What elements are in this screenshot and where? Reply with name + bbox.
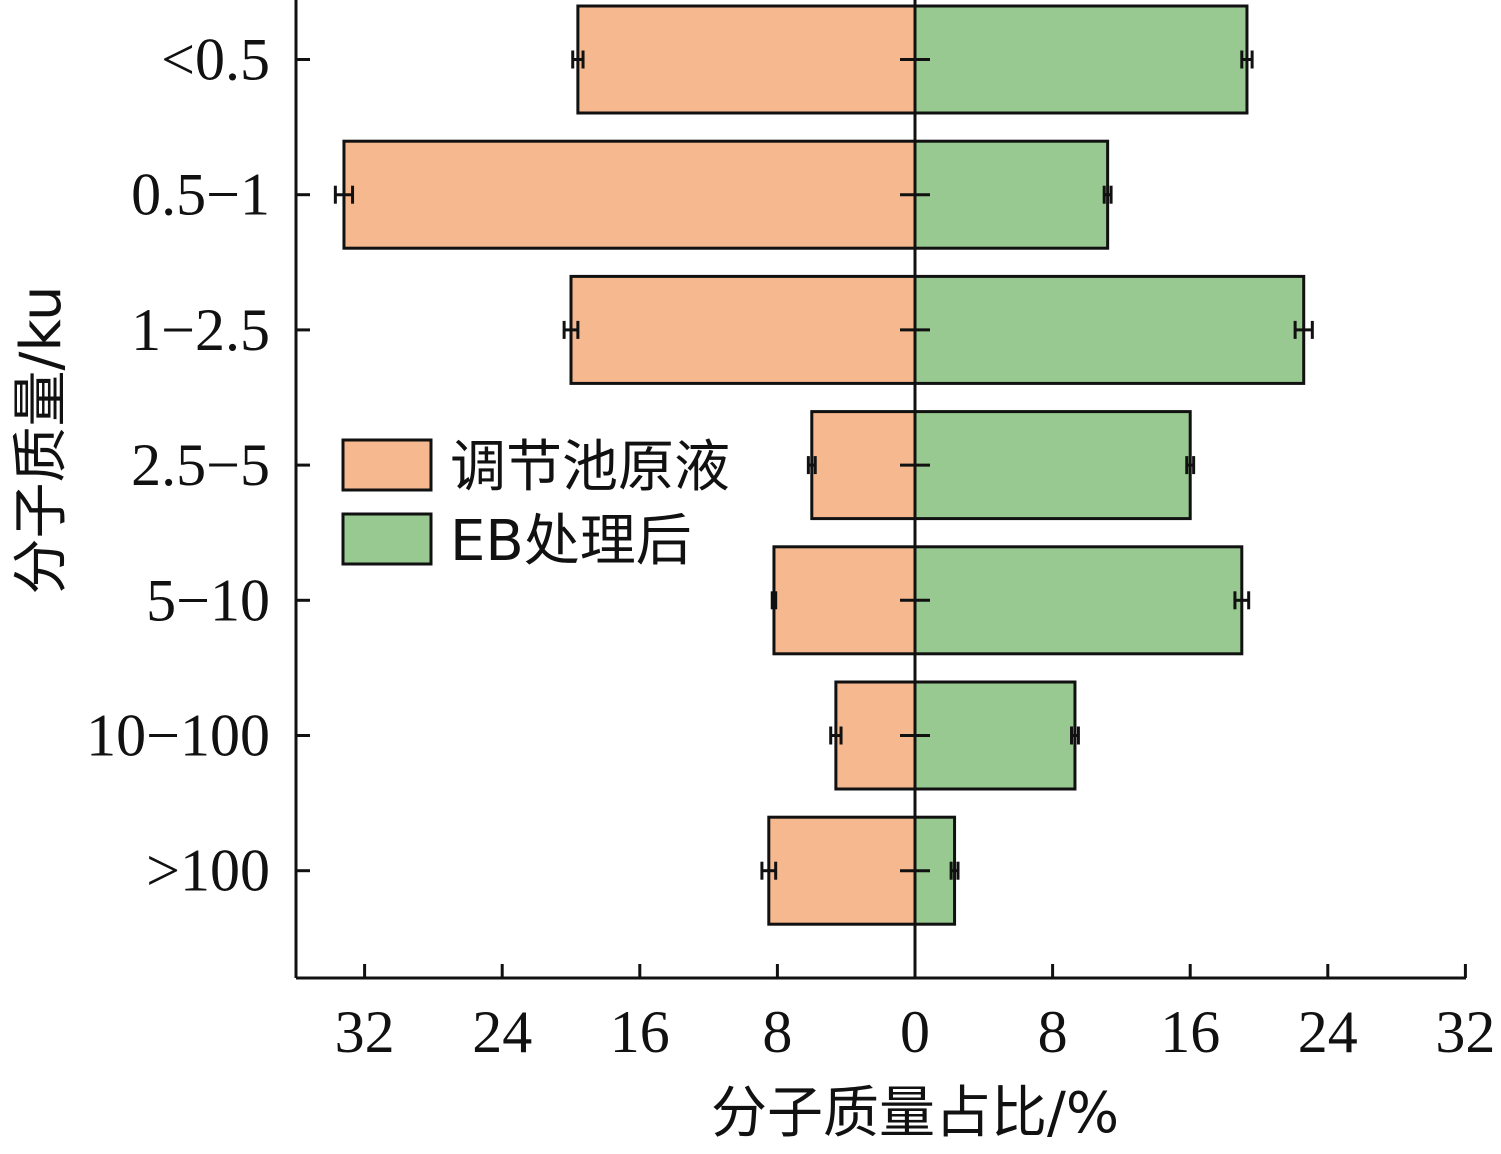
- y-tick-label-4: 5−10: [146, 567, 270, 633]
- error-bar-eb-3: [1185, 456, 1196, 475]
- bar-raw-0: [576, 4, 917, 115]
- bar-raw-3: [810, 410, 917, 521]
- bars-layer: [342, 4, 1306, 926]
- y-tick-label-0: <0.5: [161, 27, 270, 93]
- error-bar-raw-5: [829, 726, 843, 745]
- bar-eb-3: [913, 410, 1192, 521]
- error-bar-eb-6: [949, 861, 960, 880]
- y-tick-label-1: 0.5−1: [131, 162, 270, 228]
- bar-eb-2: [913, 274, 1306, 385]
- error-bar-raw-3: [806, 456, 817, 475]
- error-bar-raw-1: [333, 185, 355, 204]
- y-tick-labels: <0.5 0.5−1 1−2.5 2.5−5 5−10 10−100 >100: [86, 27, 270, 904]
- error-bar-raw-2: [562, 320, 580, 339]
- x-tick-label-5: 8: [1038, 999, 1068, 1065]
- error-bars-layer: [333, 50, 1314, 880]
- y-tick-label-5: 10−100: [86, 703, 270, 769]
- error-bar-eb-0: [1240, 50, 1254, 69]
- bar-eb-1: [913, 139, 1110, 250]
- legend: 调节池原液 EB处理后: [341, 435, 730, 574]
- bar-raw-1: [342, 139, 917, 250]
- x-axis-title: 分子质量占比/%: [711, 1081, 1119, 1146]
- y-tick-label-2: 1−2.5: [131, 297, 270, 363]
- error-bar-eb-5: [1070, 726, 1080, 745]
- error-bar-raw-0: [571, 50, 585, 69]
- axes-layer: [294, 0, 1467, 980]
- error-bar-eb-4: [1233, 591, 1251, 610]
- x-tick-label-7: 24: [1298, 999, 1358, 1065]
- error-bar-eb-2: [1293, 320, 1314, 339]
- x-tick-label-8: 32: [1435, 999, 1495, 1065]
- x-tick-label-0: 32: [335, 999, 395, 1065]
- legend-label-raw-liquid: 调节池原液: [450, 435, 730, 500]
- x-tick-label-3: 8: [762, 999, 792, 1065]
- x-tick-label-2: 16: [610, 999, 670, 1065]
- legend-swatch-raw-liquid: [341, 438, 433, 492]
- bar-raw-4: [772, 545, 917, 656]
- legend-label-eb-treated: EB处理后: [450, 509, 692, 574]
- x-tick-labels: 32 24 16 8 0 8 16 24 32: [335, 999, 1496, 1065]
- x-tick-label-4: 0: [900, 999, 930, 1065]
- bar-raw-2: [569, 274, 917, 385]
- x-tick-label-6: 16: [1160, 999, 1220, 1065]
- bar-eb-4: [913, 545, 1244, 656]
- bar-raw-6: [767, 815, 917, 926]
- error-bar-raw-6: [760, 861, 778, 880]
- bar-eb-0: [913, 4, 1249, 115]
- error-bar-raw-4: [770, 591, 778, 610]
- legend-swatch-eb-treated: [341, 512, 433, 566]
- error-bar-eb-1: [1102, 185, 1113, 204]
- y-axis-title: 分子质量/ku: [9, 285, 74, 594]
- y-tick-label-6: >100: [146, 838, 270, 904]
- y-tick-label-3: 2.5−5: [131, 432, 270, 498]
- x-tick-label-1: 24: [472, 999, 532, 1065]
- bar-eb-5: [913, 680, 1077, 791]
